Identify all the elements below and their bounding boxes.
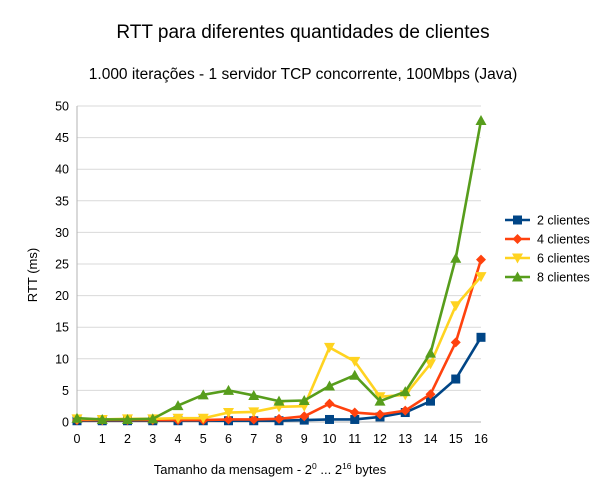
x-tick-label-7: 7 bbox=[250, 432, 257, 446]
y-tick-label-20: 20 bbox=[55, 289, 69, 303]
x-tick-label-9: 9 bbox=[301, 432, 308, 446]
point-8-clientes-5 bbox=[197, 389, 209, 400]
series-8-clientes bbox=[71, 115, 487, 424]
y-tick-label-35: 35 bbox=[55, 194, 69, 208]
legend-marker-4-clientes bbox=[512, 234, 523, 244]
point-8-clientes-12 bbox=[374, 395, 386, 406]
point-4-clientes-12 bbox=[375, 409, 385, 420]
chart-subtitle: 1.000 iterações - 1 servidor TCP concorr… bbox=[89, 66, 517, 83]
x-axis-label-mid: ... 2 bbox=[317, 462, 342, 477]
point-8-clientes-4 bbox=[172, 400, 184, 411]
point-6-clientes-7 bbox=[248, 407, 260, 418]
x-tick-label-16: 16 bbox=[474, 432, 488, 446]
x-tick-label-2: 2 bbox=[124, 432, 131, 446]
point-2-clientes-14 bbox=[426, 396, 435, 406]
x-tick-label-12: 12 bbox=[373, 432, 387, 446]
legend-label-6-clientes: 6 clientes bbox=[537, 252, 590, 266]
point-2-clientes-16 bbox=[476, 332, 486, 342]
point-4-clientes-10 bbox=[324, 398, 335, 409]
point-8-clientes-9 bbox=[298, 395, 310, 406]
point-8-clientes-13 bbox=[399, 386, 411, 397]
legend-marker-6-clientes bbox=[512, 253, 523, 264]
point-8-clientes-15 bbox=[450, 252, 462, 263]
point-8-clientes-0 bbox=[71, 412, 83, 423]
x-tick-label-5: 5 bbox=[200, 432, 207, 446]
point-8-clientes-7 bbox=[248, 389, 260, 400]
point-6-clientes-5 bbox=[197, 413, 209, 424]
point-4-clientes-14 bbox=[425, 389, 436, 400]
point-4-clientes-11 bbox=[349, 407, 360, 418]
point-2-clientes-10 bbox=[325, 414, 334, 424]
point-8-clientes-14 bbox=[425, 347, 436, 358]
y-tick-label-50: 50 bbox=[55, 100, 69, 114]
legend-label-4-clientes: 4 clientes bbox=[537, 233, 590, 247]
point-2-clientes-15 bbox=[451, 374, 461, 384]
point-6-clientes-11 bbox=[349, 356, 361, 367]
point-4-clientes-7 bbox=[248, 414, 259, 425]
y-tick-label-40: 40 bbox=[55, 163, 69, 177]
point-8-clientes-10 bbox=[324, 380, 335, 391]
gridlines bbox=[77, 105, 481, 423]
point-4-clientes-9 bbox=[299, 411, 310, 422]
series-lines bbox=[71, 115, 487, 426]
legend-marker-2-clientes bbox=[513, 215, 522, 225]
x-axis-label-prefix: Tamanho da mensagem - 2 bbox=[154, 462, 312, 477]
y-tick-labels: 0 5 10 15 20 25 30 35 40 45 50 bbox=[55, 100, 69, 430]
x-tick-labels: 0 1 2 3 4 5 6 7 8 9 10 11 12 13 14 15 16 bbox=[74, 432, 488, 446]
point-8-clientes-2 bbox=[122, 413, 133, 424]
x-axis-label-suffix: bytes bbox=[352, 462, 387, 477]
point-8-clientes-1 bbox=[96, 413, 108, 424]
x-axis-label-exp2: 16 bbox=[342, 461, 352, 471]
point-6-clientes-16 bbox=[475, 272, 487, 283]
point-4-clientes-15 bbox=[450, 337, 461, 348]
point-6-clientes-14 bbox=[425, 359, 436, 370]
point-8-clientes-3 bbox=[147, 413, 159, 424]
x-tick-label-3: 3 bbox=[149, 432, 156, 446]
y-tick-label-30: 30 bbox=[55, 226, 69, 240]
x-tick-label-13: 13 bbox=[398, 432, 412, 446]
point-4-clientes-8 bbox=[274, 413, 284, 424]
x-tick-label-0: 0 bbox=[74, 432, 81, 446]
point-8-clientes-16 bbox=[475, 115, 487, 126]
legend-marker-8-clientes bbox=[512, 271, 523, 282]
chart-title: RTT para diferentes quantidades de clien… bbox=[116, 22, 489, 43]
y-tick-label-15: 15 bbox=[55, 321, 69, 335]
x-tick-label-10: 10 bbox=[323, 432, 337, 446]
x-axis-label-exp1: 0 bbox=[312, 461, 317, 471]
y-tick-label-0: 0 bbox=[62, 416, 69, 430]
point-6-clientes-15 bbox=[450, 301, 462, 312]
x-tick-label-11: 11 bbox=[348, 432, 361, 446]
point-2-clientes-11 bbox=[350, 414, 360, 424]
point-4-clientes-6 bbox=[223, 414, 234, 425]
x-tick-label-1: 1 bbox=[99, 432, 106, 446]
y-tick-label-10: 10 bbox=[55, 352, 69, 366]
point-4-clientes-13 bbox=[400, 405, 411, 416]
x-axis-label: Tamanho da mensagem - 20 ... 216 bytes bbox=[154, 461, 387, 477]
y-tick-label-25: 25 bbox=[55, 258, 69, 272]
x-tick-label-14: 14 bbox=[424, 432, 438, 446]
point-6-clientes-4 bbox=[172, 413, 184, 424]
point-8-clientes-8 bbox=[273, 395, 285, 406]
legend-label-2-clientes: 2 clientes bbox=[537, 214, 590, 228]
x-tick-label-6: 6 bbox=[225, 432, 232, 446]
point-8-clientes-6 bbox=[223, 384, 234, 395]
x-tick-label-8: 8 bbox=[276, 432, 283, 446]
point-8-clientes-11 bbox=[349, 369, 361, 380]
x-tick-label-15: 15 bbox=[449, 432, 463, 446]
y-tick-label-5: 5 bbox=[62, 384, 69, 398]
point-6-clientes-6 bbox=[223, 408, 234, 419]
y-tick-label-45: 45 bbox=[55, 131, 69, 145]
y-axis-label: RTT (ms) bbox=[25, 248, 40, 302]
x-tick-label-4: 4 bbox=[175, 432, 182, 446]
legend: 2 clientes 4 clientes 6 clientes 8 clientes bbox=[505, 214, 590, 285]
point-6-clientes-10 bbox=[324, 342, 335, 353]
point-4-clientes-16 bbox=[476, 254, 486, 265]
legend-label-8-clientes: 8 clientes bbox=[537, 271, 590, 285]
